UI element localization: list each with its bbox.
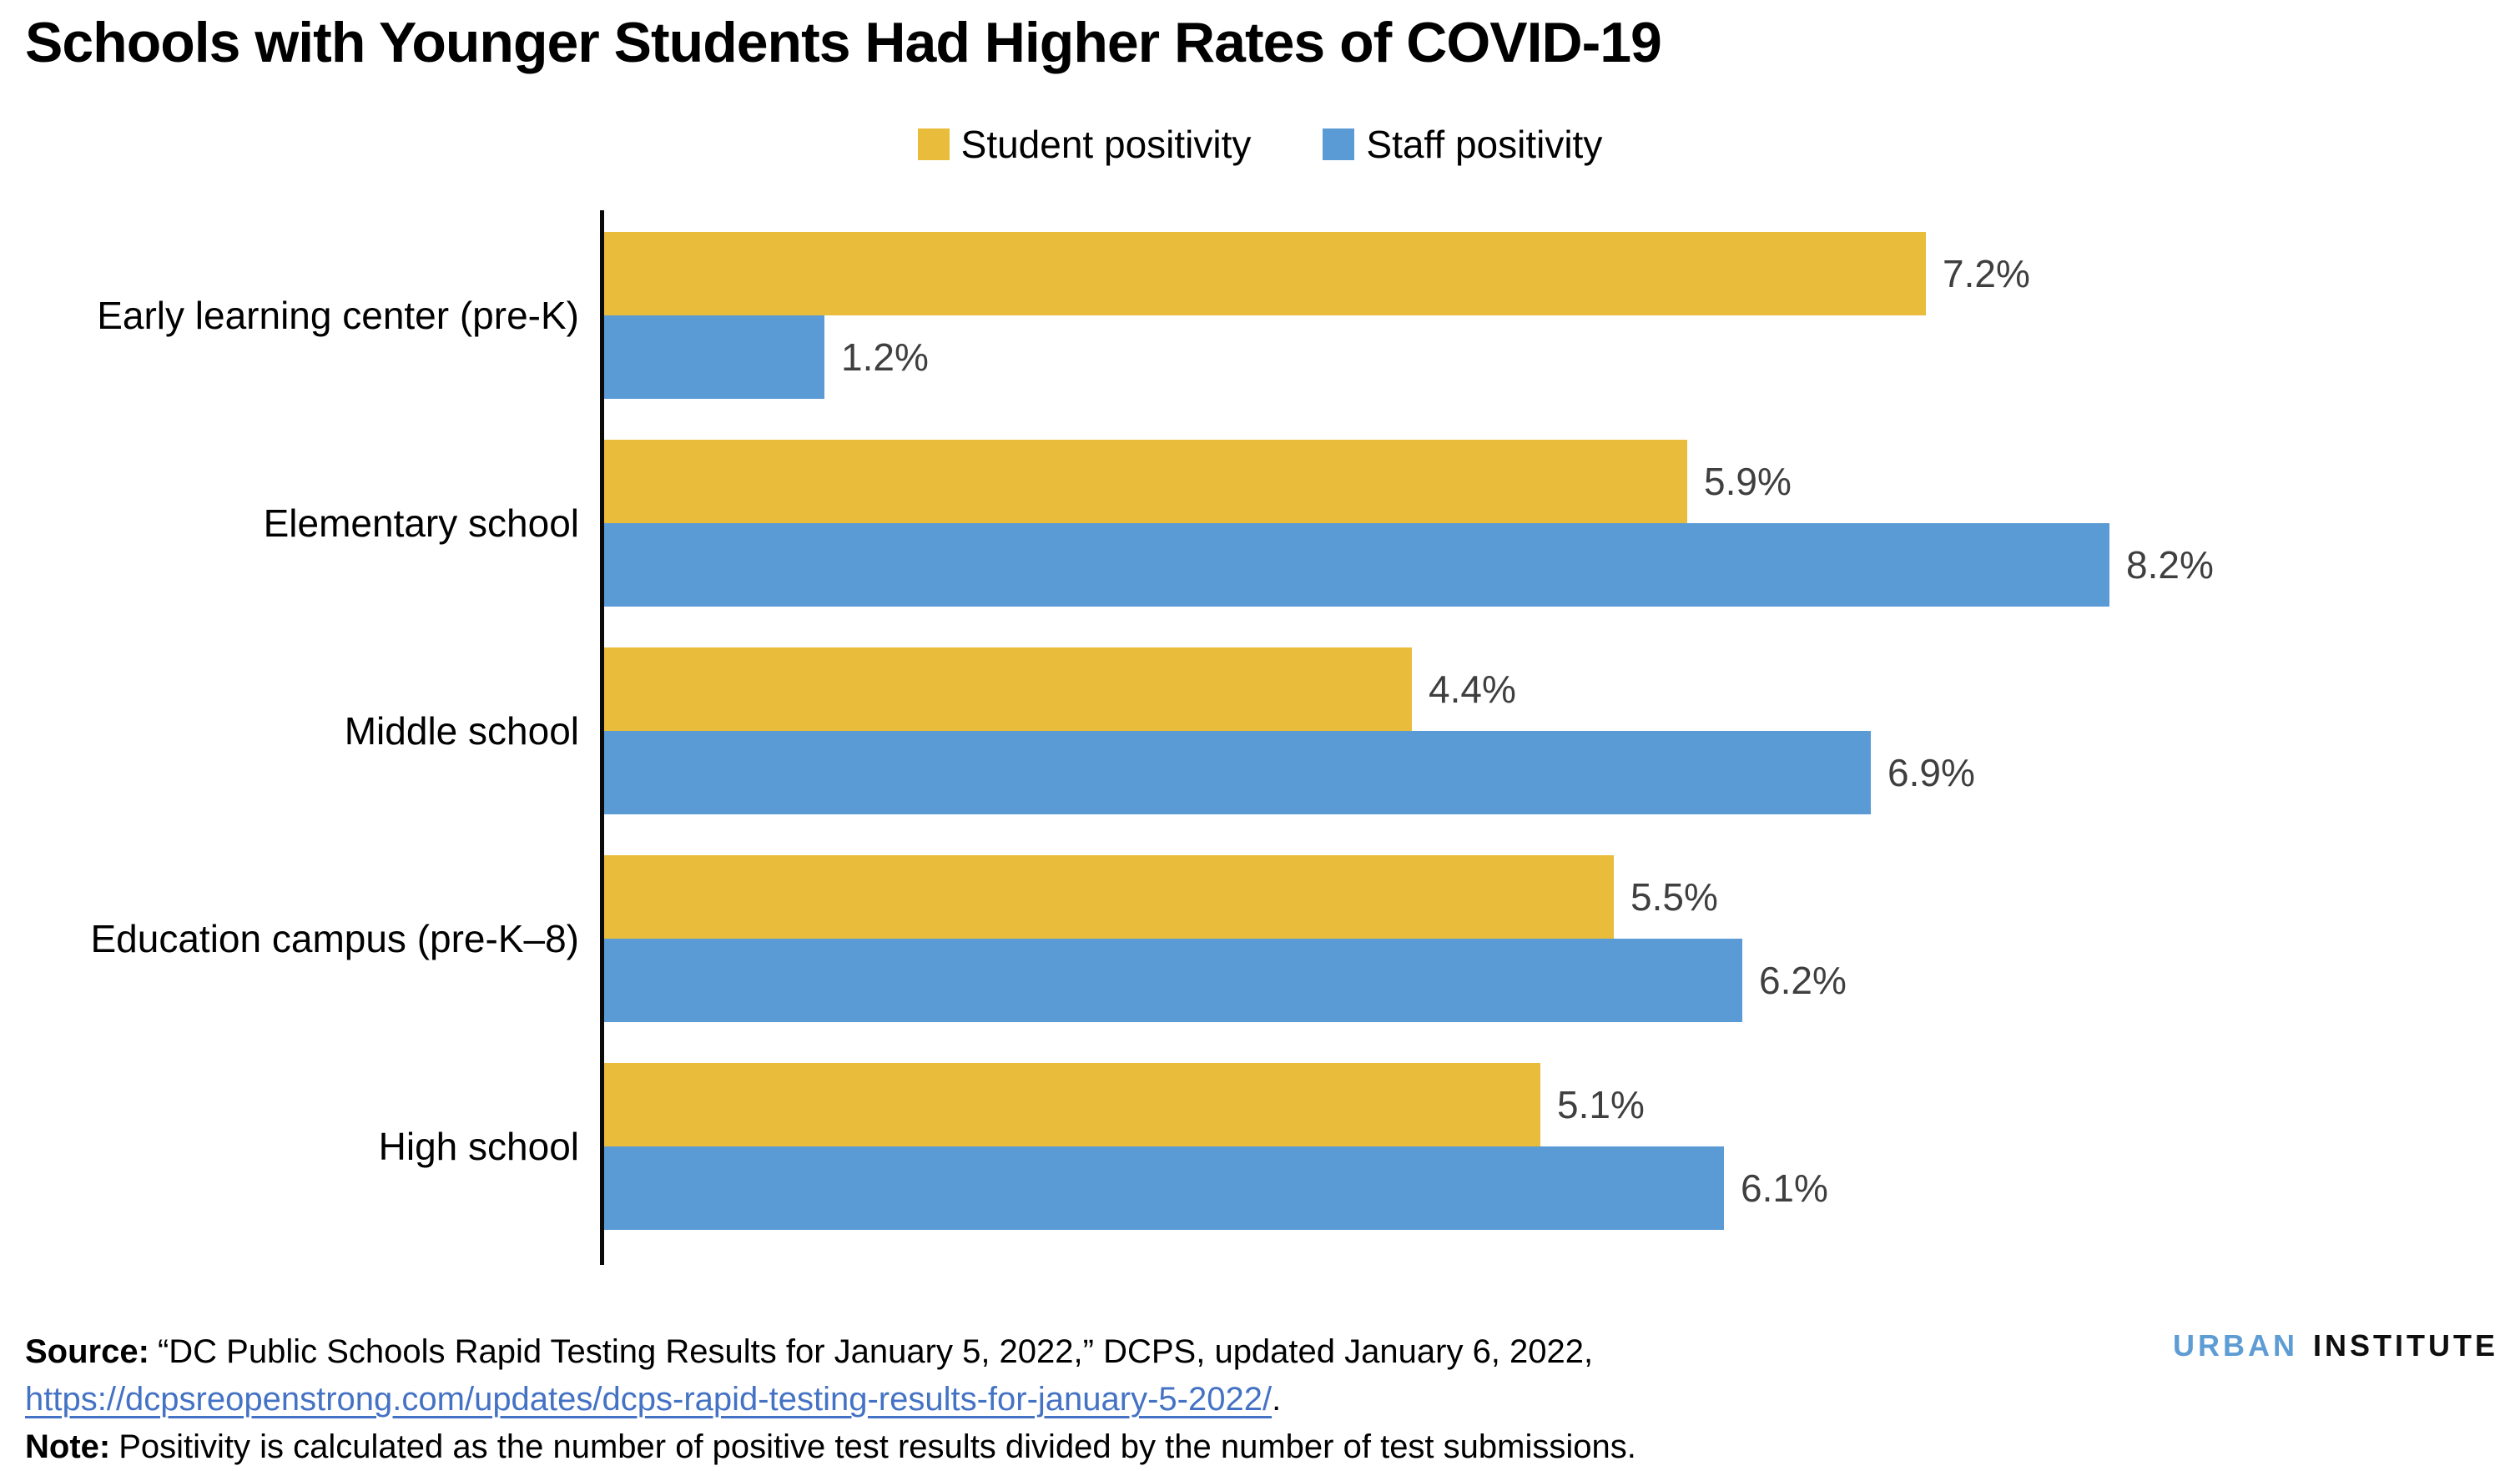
bar-staff [604,1146,1724,1230]
legend-item-student: Student positivity [917,122,1252,167]
value-label: 6.1% [1741,1166,1828,1210]
category-label: Early learning center (pre-K) [97,294,579,337]
category-label: Middle school [344,709,579,753]
value-label: 1.2% [841,335,929,379]
bar-student [604,232,1926,315]
source-link-period: . [1272,1381,1282,1418]
legend-label: Student positivity [960,123,1252,166]
legend: Student positivity Staff positivity [0,122,2520,167]
note-text: Positivity is calculated as the number o… [118,1428,1636,1465]
value-label: 7.2% [1943,252,2030,295]
source-link-line: https://dcpsreopenstrong.com/updates/dcp… [25,1376,1636,1423]
bar-staff [604,315,824,399]
bar-student [604,855,1614,939]
logo-word-urban: URBAN [2173,1328,2298,1363]
bar-student [604,647,1412,731]
bar-staff [604,523,2109,607]
footer: Source: “DC Public Schools Rapid Testing … [25,1328,1636,1471]
value-label: 6.9% [1887,751,1975,794]
bar-student [604,440,1687,523]
bar-staff [604,939,1742,1022]
legend-swatch-icon [1323,128,1355,160]
source-text: “DC Public Schools Rapid Testing Results… [157,1333,1594,1370]
y-axis-line [600,210,604,1265]
logo-word-institute: INSTITUTE [2313,1328,2498,1363]
chart-title: Schools with Younger Students Had Higher… [25,11,1662,74]
value-label: 5.5% [1630,875,1718,919]
category-label: Elementary school [263,501,579,545]
source-label: Source: [25,1333,149,1370]
value-label: 5.1% [1557,1083,1645,1126]
value-label: 4.4% [1429,667,1516,711]
bar-staff [604,731,1871,814]
bar-student [604,1063,1540,1146]
value-label: 5.9% [1704,460,1792,503]
value-label: 6.2% [1759,959,1847,1002]
urban-institute-logo: URBAN INSTITUTE [2173,1328,2498,1363]
source-link[interactable]: https://dcpsreopenstrong.com/updates/dcp… [25,1381,1273,1418]
legend-label: Staff positivity [1366,123,1603,166]
legend-item-staff: Staff positivity [1323,122,1602,167]
source-line: Source: “DC Public Schools Rapid Testing … [25,1328,1636,1376]
value-label: 8.2% [2126,543,2214,587]
note-label: Note: [25,1428,111,1465]
note-line: Note: Positivity is calculated as the num… [25,1423,1636,1471]
legend-swatch-icon [917,128,950,160]
category-label: Education campus (pre-K–8) [90,917,579,960]
bar-chart: Early learning center (pre-K) 7.2% 1.2% Ele… [0,210,2520,1265]
category-label: High school [378,1125,579,1168]
